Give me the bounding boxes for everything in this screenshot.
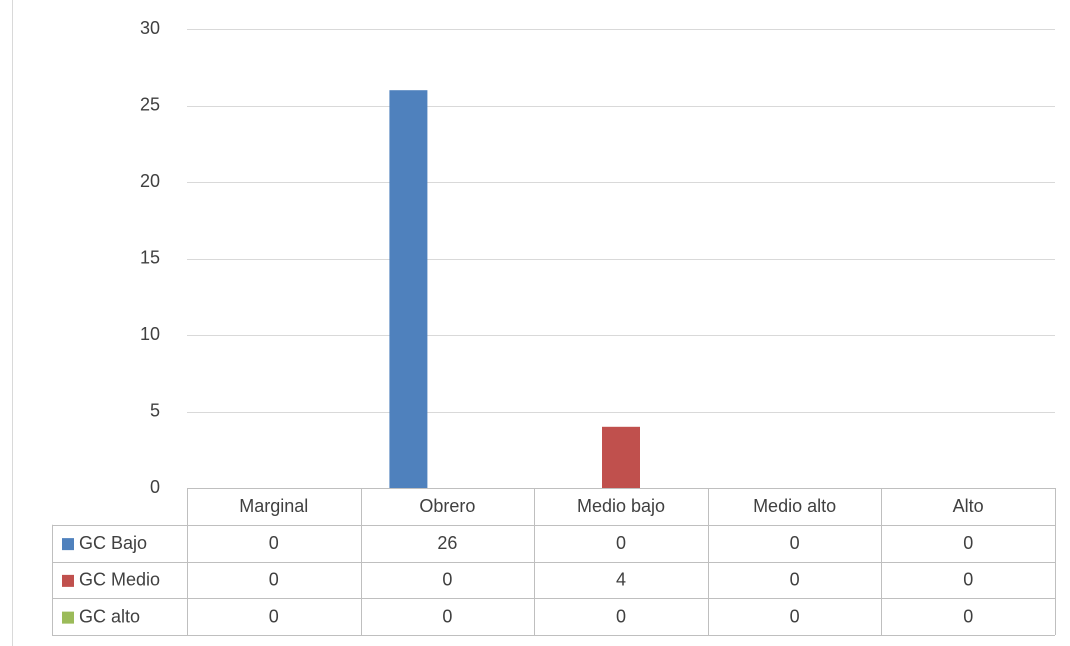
bar <box>389 90 428 488</box>
table-value: 0 <box>616 606 626 626</box>
table-value: 0 <box>442 570 452 590</box>
y-tick-label: 0 <box>150 477 160 497</box>
table-value: 0 <box>790 533 800 553</box>
table-value: 4 <box>616 570 626 590</box>
legend-swatch <box>62 538 74 551</box>
table-value: 0 <box>790 570 800 590</box>
table-value: 0 <box>269 570 279 590</box>
y-tick-label: 25 <box>140 94 160 114</box>
legend-label: GC Bajo <box>79 533 147 553</box>
table-value: 0 <box>963 570 973 590</box>
x-tick-label: Alto <box>953 496 984 516</box>
table-value: 0 <box>963 606 973 626</box>
x-tick-label: Medio bajo <box>577 496 665 516</box>
y-tick-label: 30 <box>140 18 160 38</box>
bar <box>602 426 640 488</box>
legend-swatch <box>62 574 74 587</box>
table-value: 0 <box>269 533 279 553</box>
x-tick-label: Obrero <box>419 496 475 516</box>
y-tick-label: 15 <box>140 247 160 267</box>
y-tick-label: 20 <box>140 171 160 191</box>
y-tick-label: 10 <box>140 324 160 344</box>
table-value: 0 <box>442 606 452 626</box>
table-value: 0 <box>963 533 973 553</box>
legend-label: GC Medio <box>79 570 160 590</box>
x-tick-label: Marginal <box>239 496 308 516</box>
table-value: 0 <box>790 606 800 626</box>
legend-label: GC alto <box>79 606 140 626</box>
table-value: 26 <box>437 533 457 553</box>
x-tick-label: Medio alto <box>753 496 836 516</box>
legend-swatch <box>62 611 74 624</box>
y-tick-label: 5 <box>150 400 160 420</box>
table-value: 0 <box>269 606 279 626</box>
table-value: 0 <box>616 533 626 553</box>
